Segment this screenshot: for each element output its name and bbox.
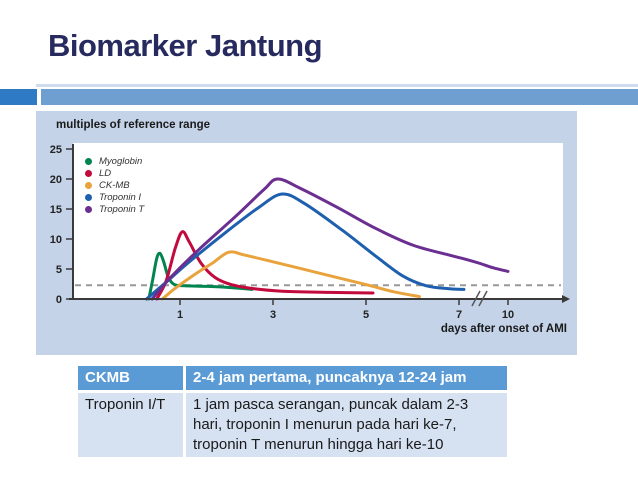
table-header-label: CKMB <box>78 366 183 390</box>
legend-label: CK-MB <box>99 179 130 191</box>
legend-dot-ld-icon <box>85 169 92 177</box>
chart-legend: Myoglobin LD CK-MB Troponin I Troponin T <box>85 155 144 215</box>
x-tick-label: 3 <box>270 309 276 321</box>
legend-item-troponin-i: Troponin I <box>85 191 144 203</box>
x-tick-label: 7 <box>456 309 462 321</box>
slide-title: Biomarker Jantung <box>48 28 323 63</box>
chart-title: multiples of reference range <box>56 119 211 131</box>
axis-break-mark <box>478 290 488 307</box>
biomarker-chart-panel: multiples of reference range 0 5 10 15 20 25 1… <box>36 111 577 355</box>
legend-dot-ck-mb-icon <box>85 181 92 189</box>
y-tick-label: 25 <box>50 144 62 156</box>
curve-ck-mb <box>160 250 421 301</box>
table-row: CKMB 2-4 jam pertama, puncaknya 12-24 ja… <box>78 366 507 390</box>
legend-label: Troponin T <box>99 203 145 215</box>
x-axis-arrow <box>562 295 570 303</box>
x-tick-label: 5 <box>363 309 369 321</box>
decorative-bar <box>41 89 638 105</box>
legend-label: Myoglobin <box>99 155 143 167</box>
table-header-text: 2-4 jam pertama, puncaknya 12-24 jam <box>186 366 507 390</box>
x-axis-label: days after onset of AMI <box>440 323 567 335</box>
table-row: Troponin I/T 1 jam pasca serangan, punca… <box>78 393 507 457</box>
legend-dot-myoglobin-icon <box>85 157 92 165</box>
legend-item-myoglobin: Myoglobin <box>85 155 144 167</box>
y-tick-label: 10 <box>50 234 62 246</box>
y-tick-label: 20 <box>50 174 62 186</box>
y-tick-label: 15 <box>50 204 62 216</box>
decorative-accent-block <box>0 89 37 105</box>
legend-dot-troponin-i-icon <box>85 193 92 201</box>
x-tick-label: 1 <box>177 309 183 321</box>
legend-item-troponin-t: Troponin T <box>85 203 144 215</box>
table-cell-label: Troponin I/T <box>78 393 183 457</box>
decorative-strip <box>36 84 638 87</box>
curve-troponin-t <box>150 177 510 301</box>
legend-dot-troponin-t-icon <box>85 205 92 213</box>
legend-item-ld: LD <box>85 167 144 179</box>
x-tick-label: 10 <box>502 309 514 321</box>
legend-item-ck-mb: CK-MB <box>85 179 144 191</box>
axis-break-mark <box>471 290 481 307</box>
legend-label: Troponin I <box>99 191 142 203</box>
biomarker-chart: 0 5 10 15 20 25 1 3 5 7 10 <box>50 143 570 321</box>
legend-label: LD <box>99 167 112 179</box>
y-tick-label: 5 <box>56 264 62 276</box>
y-tick-label: 0 <box>56 294 62 306</box>
curve-troponin-i <box>145 192 466 301</box>
plot-area <box>73 143 563 299</box>
curve-ld <box>155 230 375 301</box>
table-cell-text: 1 jam pasca serangan, puncak dalam 2-3 h… <box>186 393 507 457</box>
biomarker-table: CKMB 2-4 jam pertama, puncaknya 12-24 ja… <box>78 366 507 457</box>
